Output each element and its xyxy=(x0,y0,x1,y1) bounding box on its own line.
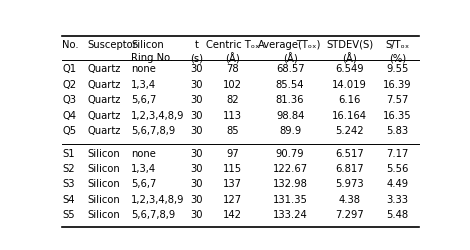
Text: 3.33: 3.33 xyxy=(387,195,408,205)
Text: 9.55: 9.55 xyxy=(386,64,409,74)
Text: Silicon: Silicon xyxy=(87,164,120,174)
Text: 113: 113 xyxy=(223,110,243,120)
Text: Silicon: Silicon xyxy=(87,148,120,158)
Text: S4: S4 xyxy=(63,195,75,205)
Text: 122.67: 122.67 xyxy=(273,164,308,174)
Text: (Å): (Å) xyxy=(282,53,298,64)
Text: 5,6,7,8,9: 5,6,7,8,9 xyxy=(131,126,175,136)
Text: 102: 102 xyxy=(223,80,243,90)
Text: 16.35: 16.35 xyxy=(384,110,412,120)
Text: 14.019: 14.019 xyxy=(332,80,367,90)
Text: Quartz: Quartz xyxy=(87,126,121,136)
Text: 5,6,7: 5,6,7 xyxy=(131,95,157,105)
Text: 5,6,7: 5,6,7 xyxy=(131,179,157,189)
Text: 1,2,3,4,8,9: 1,2,3,4,8,9 xyxy=(131,110,185,120)
Text: Silicon: Silicon xyxy=(131,40,164,50)
Text: (%): (%) xyxy=(389,53,406,63)
Text: 7.57: 7.57 xyxy=(386,95,409,105)
Text: 115: 115 xyxy=(223,164,243,174)
Text: 30: 30 xyxy=(190,80,203,90)
Text: Ring No.: Ring No. xyxy=(131,53,173,63)
Text: 6.517: 6.517 xyxy=(335,148,364,158)
Text: Susceptor: Susceptor xyxy=(87,40,137,50)
Text: Q3: Q3 xyxy=(63,95,77,105)
Text: S2: S2 xyxy=(63,164,75,174)
Text: 30: 30 xyxy=(190,126,203,136)
Text: 30: 30 xyxy=(190,95,203,105)
Text: 5.83: 5.83 xyxy=(386,126,409,136)
Text: Quartz: Quartz xyxy=(87,110,121,120)
Text: Quartz: Quartz xyxy=(87,95,121,105)
Text: 30: 30 xyxy=(190,64,203,74)
Text: 97: 97 xyxy=(227,148,239,158)
Text: none: none xyxy=(131,64,156,74)
Text: 5,6,7,8,9: 5,6,7,8,9 xyxy=(131,210,175,220)
Text: 30: 30 xyxy=(190,179,203,189)
Text: Quartz: Quartz xyxy=(87,80,121,90)
Text: 90.79: 90.79 xyxy=(276,148,305,158)
Text: 98.84: 98.84 xyxy=(276,110,304,120)
Text: 89.9: 89.9 xyxy=(279,126,301,136)
Text: Q5: Q5 xyxy=(63,126,77,136)
Text: 1,3,4: 1,3,4 xyxy=(131,80,156,90)
Text: Silicon: Silicon xyxy=(87,179,120,189)
Text: Q1: Q1 xyxy=(63,64,77,74)
Text: 4.38: 4.38 xyxy=(338,195,360,205)
Text: (s): (s) xyxy=(190,53,203,63)
Text: S1: S1 xyxy=(63,148,75,158)
Text: 5.242: 5.242 xyxy=(335,126,364,136)
Text: Q4: Q4 xyxy=(63,110,77,120)
Text: 85.54: 85.54 xyxy=(276,80,304,90)
Text: 30: 30 xyxy=(190,148,203,158)
Text: S3: S3 xyxy=(63,179,75,189)
Text: 81.36: 81.36 xyxy=(276,95,304,105)
Text: 4.49: 4.49 xyxy=(386,179,409,189)
Text: 68.57: 68.57 xyxy=(276,64,305,74)
Text: 5.48: 5.48 xyxy=(386,210,409,220)
Text: 131.35: 131.35 xyxy=(273,195,307,205)
Text: 30: 30 xyxy=(190,110,203,120)
Text: none: none xyxy=(131,148,156,158)
Text: 7.17: 7.17 xyxy=(386,148,409,158)
Text: 137: 137 xyxy=(223,179,243,189)
Text: 6.16: 6.16 xyxy=(338,95,361,105)
Text: 82: 82 xyxy=(227,95,239,105)
Text: S5: S5 xyxy=(63,210,75,220)
Text: 85: 85 xyxy=(227,126,239,136)
Text: Quartz: Quartz xyxy=(87,64,121,74)
Text: 7.297: 7.297 xyxy=(335,210,364,220)
Text: 16.164: 16.164 xyxy=(332,110,367,120)
Text: 127: 127 xyxy=(223,195,243,205)
Text: 1,2,3,4,8,9: 1,2,3,4,8,9 xyxy=(131,195,185,205)
Text: 30: 30 xyxy=(190,164,203,174)
Text: 5.973: 5.973 xyxy=(335,179,364,189)
Text: (Å): (Å) xyxy=(342,53,357,64)
Text: (Å): (Å) xyxy=(226,53,240,64)
Text: 30: 30 xyxy=(190,210,203,220)
Text: 6.549: 6.549 xyxy=(335,64,364,74)
Text: 16.39: 16.39 xyxy=(384,80,412,90)
Text: 78: 78 xyxy=(227,64,239,74)
Text: t: t xyxy=(194,40,198,50)
Text: 142: 142 xyxy=(223,210,243,220)
Text: Q2: Q2 xyxy=(63,80,77,90)
Text: 30: 30 xyxy=(190,195,203,205)
Text: Silicon: Silicon xyxy=(87,195,120,205)
Text: 133.24: 133.24 xyxy=(273,210,307,220)
Text: Average(̅Tₒₓ): Average(̅Tₒₓ) xyxy=(258,40,322,50)
Text: Silicon: Silicon xyxy=(87,210,120,220)
Text: 6.817: 6.817 xyxy=(335,164,364,174)
Text: No.: No. xyxy=(63,40,79,50)
Text: S/̅Tₒₓ: S/̅Tₒₓ xyxy=(385,40,410,50)
Text: Centric Tₒₓ: Centric Tₒₓ xyxy=(206,40,259,50)
Text: 5.56: 5.56 xyxy=(386,164,409,174)
Text: 132.98: 132.98 xyxy=(273,179,307,189)
Text: STDEV(S): STDEV(S) xyxy=(326,40,373,50)
Text: 1,3,4: 1,3,4 xyxy=(131,164,156,174)
